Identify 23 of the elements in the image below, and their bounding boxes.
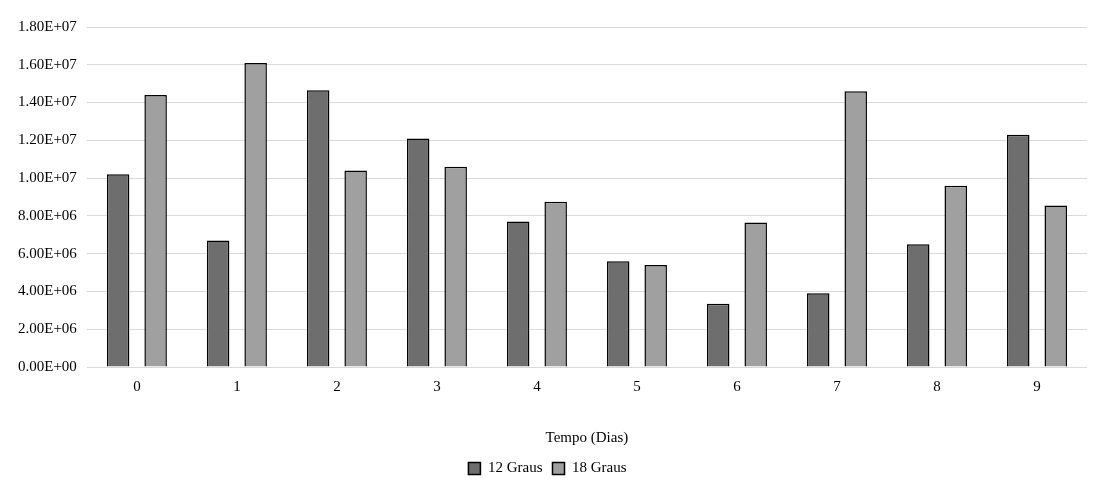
x-axis-title: Tempo (Dias) — [545, 428, 629, 446]
y-tick-label: 2.00E+06 — [18, 320, 78, 337]
x-tick-label: 2 — [333, 377, 341, 394]
legend-label: 12 Graus — [487, 459, 543, 476]
y-tick-label: 8.00E+06 — [18, 206, 78, 223]
y-tick-label: 1.20E+07 — [18, 131, 78, 148]
y-tick-label: 6.00E+06 — [18, 244, 78, 261]
x-tick-label: 1 — [233, 377, 241, 394]
y-tick-label: 4.00E+06 — [18, 282, 78, 299]
y-tick-label: 1.80E+07 — [18, 17, 78, 34]
y-tick-label: 1.60E+07 — [18, 55, 78, 72]
x-tick-label: 4 — [533, 377, 542, 394]
x-tick-label: 9 — [1033, 377, 1041, 394]
y-tick-label: 1.00E+07 — [18, 169, 78, 186]
x-tick-label: 7 — [833, 377, 842, 394]
x-tick-label: 8 — [933, 377, 941, 394]
y-tick-label: 1.40E+07 — [18, 93, 78, 110]
y-tick-label: 0.00E+00 — [18, 357, 77, 374]
x-tick-label: 3 — [433, 377, 441, 394]
x-tick-label: 0 — [133, 377, 141, 394]
legend-label: 18 Graus — [572, 459, 627, 476]
x-tick-label: 5 — [633, 377, 641, 394]
x-tick-label: 6 — [733, 377, 742, 394]
